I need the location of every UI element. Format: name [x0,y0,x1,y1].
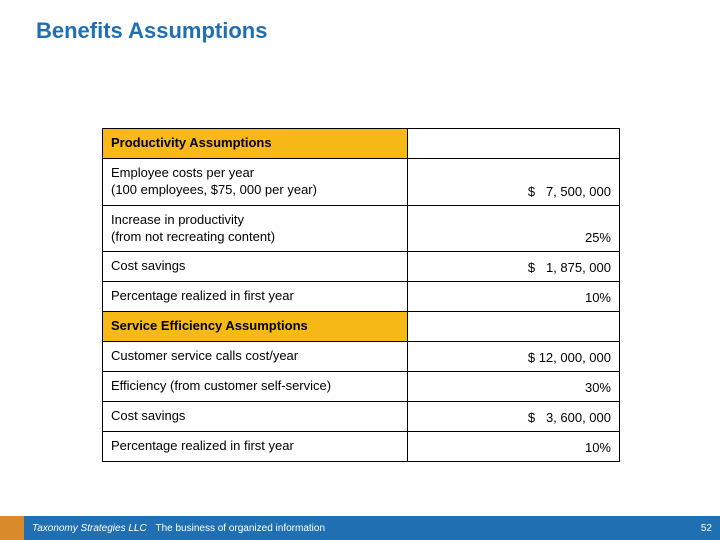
row-label: Customer service calls cost/year [103,342,408,371]
row-label: Cost savings [103,252,408,281]
footer-text: Taxonomy Strategies LLC The business of … [32,523,325,534]
page-title: Benefits Assumptions [0,0,720,44]
table-row: Percentage realized in first year 10% [103,282,619,312]
row-label: Efficiency (from customer self-service) [103,372,408,401]
table-row: Percentage realized in first year 10% [103,432,619,461]
table-row: Cost savings $ 1, 875, 000 [103,252,619,282]
table-header-row: Productivity Assumptions [103,129,619,159]
row-value: $ 12, 000, 000 [408,342,619,371]
footer-bar: Taxonomy Strategies LLC The business of … [24,516,720,540]
row-label: Cost savings [103,402,408,431]
section-header-spacer [408,129,619,158]
assumptions-table: Productivity Assumptions Employee costs … [102,128,620,462]
row-value: 10% [408,282,619,311]
row-label: Percentage realized in first year [103,282,408,311]
table-row: Employee costs per year (100 employees, … [103,159,619,206]
section-header: Service Efficiency Assumptions [103,312,408,341]
footer-company: Taxonomy Strategies LLC [32,523,147,534]
row-value: 30% [408,372,619,401]
section-header-spacer [408,312,619,341]
footer: Taxonomy Strategies LLC The business of … [0,516,720,540]
section-header: Productivity Assumptions [103,129,408,158]
row-value: $ 7, 500, 000 [408,159,619,205]
page-number: 52 [701,523,712,534]
row-value: $ 1, 875, 000 [408,252,619,281]
row-label: Employee costs per year (100 employees, … [103,159,408,205]
table-row: Increase in productivity (from not recre… [103,206,619,253]
footer-tagline: The business of organized information [155,523,325,534]
slide: Benefits Assumptions Productivity Assump… [0,0,720,540]
footer-accent [0,516,24,540]
table-row: Customer service calls cost/year $ 12, 0… [103,342,619,372]
row-label: Increase in productivity (from not recre… [103,206,408,252]
row-value: $ 3, 600, 000 [408,402,619,431]
table-row: Efficiency (from customer self-service) … [103,372,619,402]
row-value: 10% [408,432,619,461]
table-header-row: Service Efficiency Assumptions [103,312,619,342]
table-row: Cost savings $ 3, 600, 000 [103,402,619,432]
row-value: 25% [408,206,619,252]
row-label: Percentage realized in first year [103,432,408,461]
